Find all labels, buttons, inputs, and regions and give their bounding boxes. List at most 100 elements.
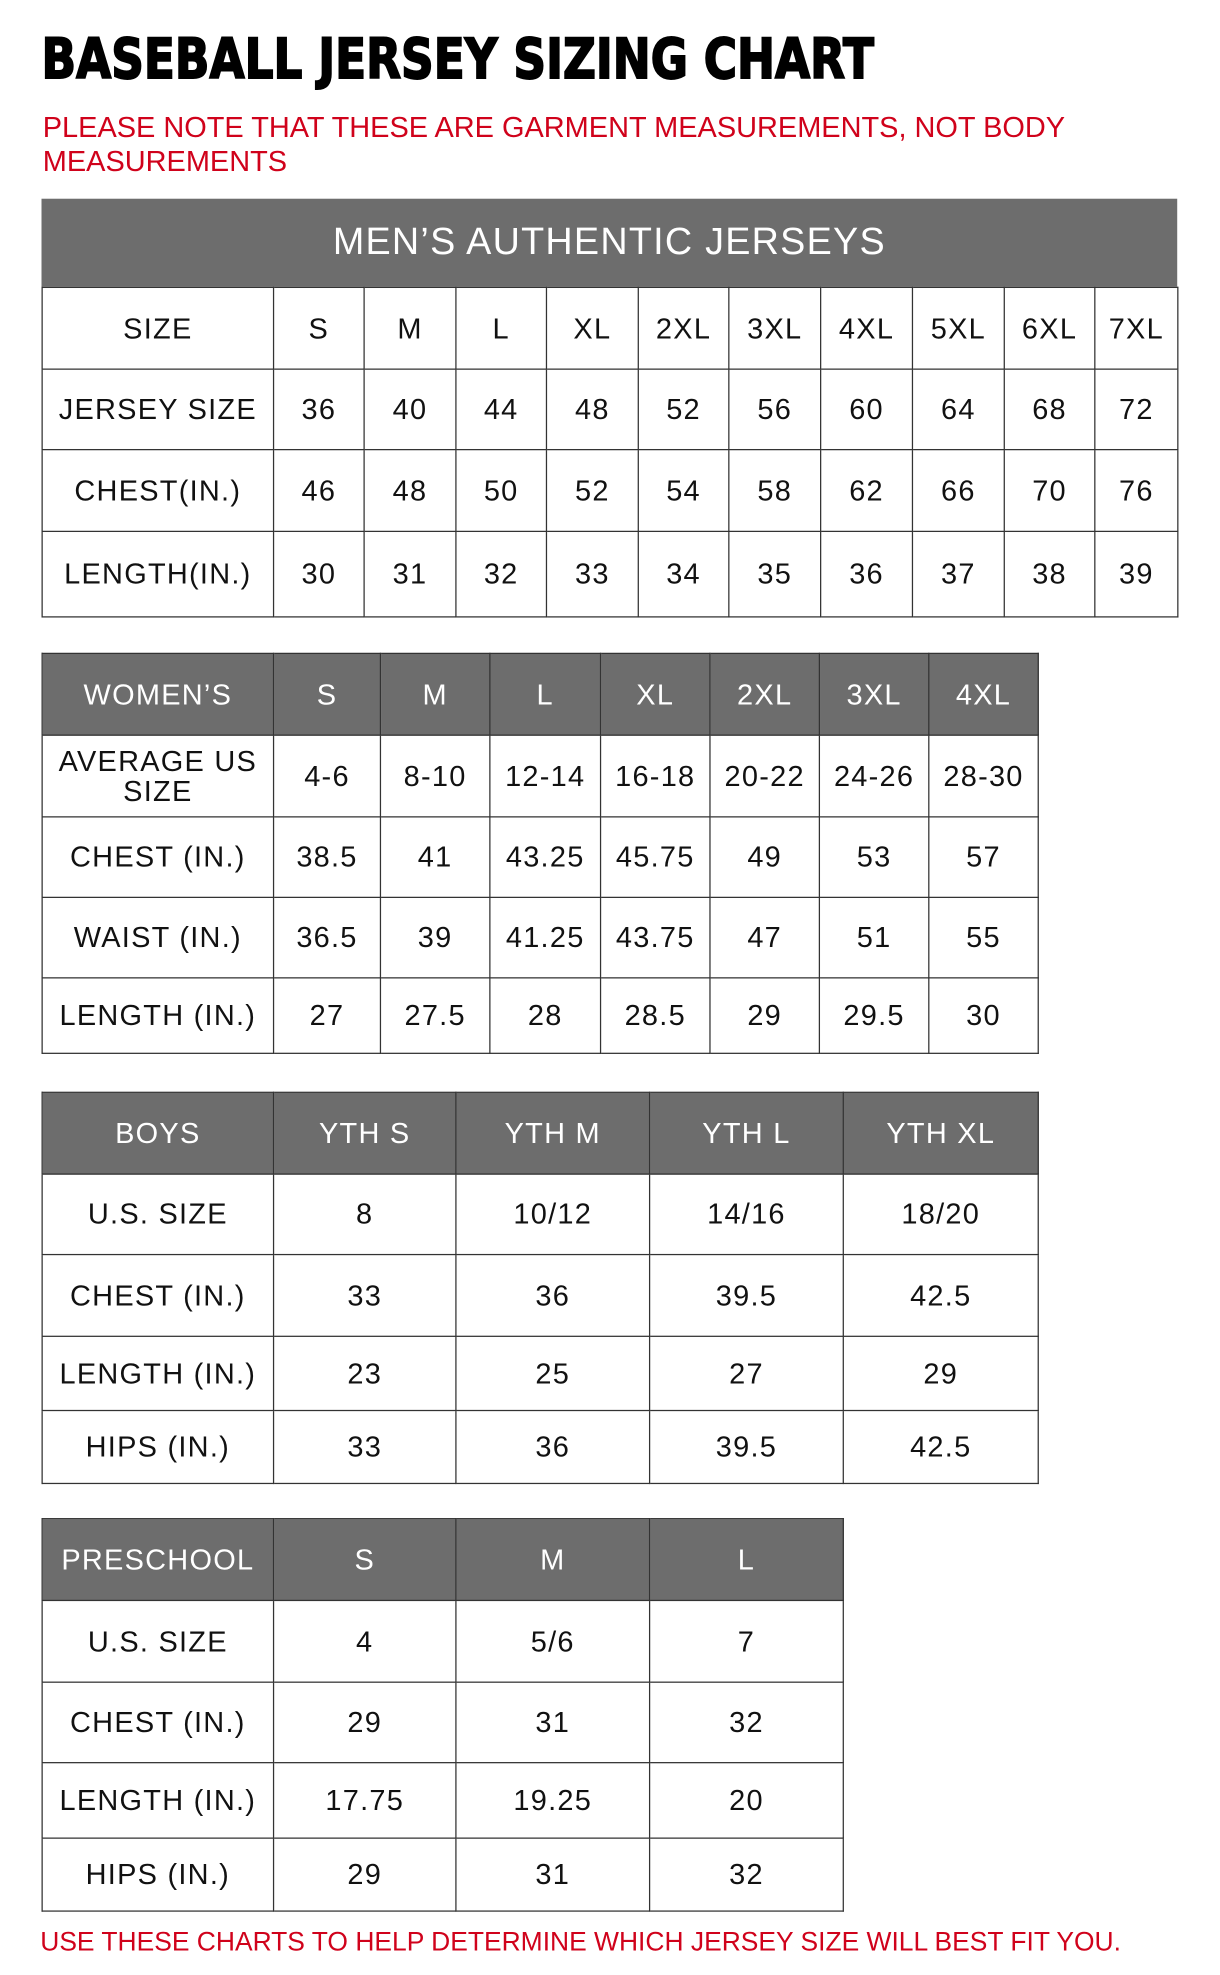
table-cell: 39.5	[648, 1409, 844, 1485]
garment-note: PLEASE NOTE THAT THESE ARE GARMENT MEASU…	[42, 110, 1065, 178]
table-cell: 46	[272, 448, 365, 533]
table-row: HIPS (IN.) 33 36 39.5 42.5	[41, 1409, 1039, 1485]
table-cell: 50	[455, 448, 548, 533]
row-label: LENGTH (IN.)	[41, 1335, 275, 1412]
table-cell: 43.25	[489, 816, 602, 898]
table-cell: S	[272, 286, 365, 370]
table-cell: 4XL	[820, 286, 914, 370]
table-cell: 4	[272, 1599, 457, 1683]
table-cell: 34	[637, 530, 730, 618]
table-cell: YTH S	[272, 1091, 457, 1175]
row-label: PRESCHOOL	[41, 1518, 275, 1602]
table-cell: 36	[455, 1253, 651, 1337]
row-label: SIZE	[41, 286, 275, 370]
table-cell: 5XL	[911, 286, 1005, 370]
table-header-row: PRESCHOOL S M L	[41, 1518, 844, 1602]
table-cell: 2XL	[709, 652, 821, 736]
table-cell: 33	[272, 1253, 457, 1337]
table-cell: 16-18	[599, 734, 711, 818]
page-title: BASEBALL JERSEY SIZING CHART	[41, 27, 875, 93]
table-cell: 70	[1003, 448, 1096, 533]
table-cell: 57	[928, 816, 1039, 898]
table-row: LENGTH(IN.) 30 31 32 33 34 35 36 37 38 39	[41, 530, 1179, 618]
table-row: WAIST (IN.) 36.5 39 41.25 43.75 47 51 55	[41, 896, 1039, 979]
table-cell: 30	[272, 530, 365, 618]
table-cell: 32	[648, 1681, 844, 1764]
table-cell: 33	[272, 1409, 457, 1485]
table-cell: 33	[545, 530, 639, 618]
table-row: CHEST(IN.) 46 48 50 52 54 58 62 66 70 76	[41, 448, 1179, 533]
table-cell: 28	[489, 977, 602, 1054]
table-cell: 8	[272, 1173, 457, 1256]
table-cell: M	[363, 286, 457, 370]
row-label: JERSEY SIZE	[41, 368, 275, 451]
table-cell: 5/6	[455, 1599, 651, 1683]
table-cell: 3XL	[728, 286, 822, 370]
table-cell: 29	[272, 1837, 457, 1912]
row-label: CHEST (IN.)	[41, 1253, 275, 1337]
table-cell: 52	[545, 448, 639, 533]
table-cell: 10/12	[455, 1173, 651, 1256]
table-row: LENGTH (IN.) 23 25 27 29	[41, 1335, 1039, 1412]
table-cell: 32	[648, 1837, 844, 1912]
table-cell: 4-6	[272, 734, 382, 818]
table-cell: L	[489, 652, 602, 736]
row-label: U.S. SIZE	[41, 1599, 275, 1683]
table-cell: 4XL	[928, 652, 1039, 736]
table-row: CHEST (IN.) 29 31 32	[41, 1681, 844, 1764]
row-label: BOYS	[41, 1091, 275, 1175]
table-cell: 37	[911, 530, 1005, 618]
table-cell: 47	[709, 896, 821, 979]
table-cell: 76	[1094, 448, 1179, 533]
row-label: LENGTH (IN.)	[41, 977, 275, 1054]
table-row: U.S. SIZE 8 10/12 14/16 18/20	[41, 1173, 1039, 1256]
table-cell: 7XL	[1094, 286, 1179, 370]
table-cell: YTH XL	[842, 1091, 1039, 1175]
table-header-row: BOYS YTH S YTH M YTH L YTH XL	[41, 1091, 1039, 1175]
table-cell: 36	[272, 368, 365, 451]
table-cell: 68	[1003, 368, 1096, 451]
table-cell: 39.5	[648, 1253, 844, 1337]
table-header-row: SIZE S M L XL 2XL 3XL 4XL 5XL 6XL 7XL	[41, 286, 1179, 370]
table-cell: XL	[545, 286, 639, 370]
table-cell: 72	[1094, 368, 1179, 451]
table-cell: 27	[648, 1335, 844, 1412]
table-cell: 60	[820, 368, 914, 451]
table-cell: 40	[363, 368, 457, 451]
table-cell: 30	[928, 977, 1039, 1054]
table-cell: 25	[455, 1335, 651, 1412]
table-cell: 18/20	[842, 1173, 1039, 1256]
table-cell: 44	[455, 368, 548, 451]
table-cell: M	[379, 652, 491, 736]
table-cell: 41.25	[489, 896, 602, 979]
row-label: CHEST(IN.)	[41, 448, 275, 533]
footer-note: USE THESE CHARTS TO HELP DETERMINE WHICH…	[40, 1928, 1121, 1957]
table-cell: 48	[363, 448, 457, 533]
table-cell: L	[455, 286, 548, 370]
table-cell: 32	[455, 530, 548, 618]
table-cell: 3XL	[818, 652, 930, 736]
table-cell: 53	[818, 816, 930, 898]
table-cell: 6XL	[1003, 286, 1096, 370]
table-cell: 8-10	[379, 734, 491, 818]
row-label: LENGTH(IN.)	[41, 530, 275, 618]
table-cell: 43.75	[599, 896, 711, 979]
preschool-table: PRESCHOOL S M L U.S. SIZE 4 5/6 7 CHEST (IN.) 29 3…	[41, 1518, 844, 1912]
table-cell: 62	[820, 448, 914, 533]
row-label: WAIST (IN.)	[41, 896, 275, 979]
boys-table: BOYS YTH S YTH M YTH L YTH XL U.S. SIZE 8 10/12…	[41, 1091, 1039, 1485]
row-label: HIPS (IN.)	[41, 1409, 275, 1485]
row-label: CHEST (IN.)	[41, 816, 275, 898]
table-cell: 27.5	[379, 977, 491, 1054]
table-cell: 38	[1003, 530, 1096, 618]
table-header-row: WOMEN’S S M L XL 2XL 3XL 4XL	[41, 652, 1039, 736]
table-row: CHEST (IN.) 33 36 39.5 42.5	[41, 1253, 1039, 1337]
table-cell: 38.5	[272, 816, 382, 898]
table-cell: 66	[911, 448, 1005, 533]
table-cell: 36	[455, 1409, 651, 1485]
table-cell: YTH M	[455, 1091, 651, 1175]
table-cell: 28.5	[599, 977, 711, 1054]
mens-table: SIZE S M L XL 2XL 3XL 4XL 5XL 6XL 7XL JERSEY SIZE 36…	[41, 286, 1179, 618]
row-label: LENGTH (IN.)	[41, 1762, 275, 1839]
